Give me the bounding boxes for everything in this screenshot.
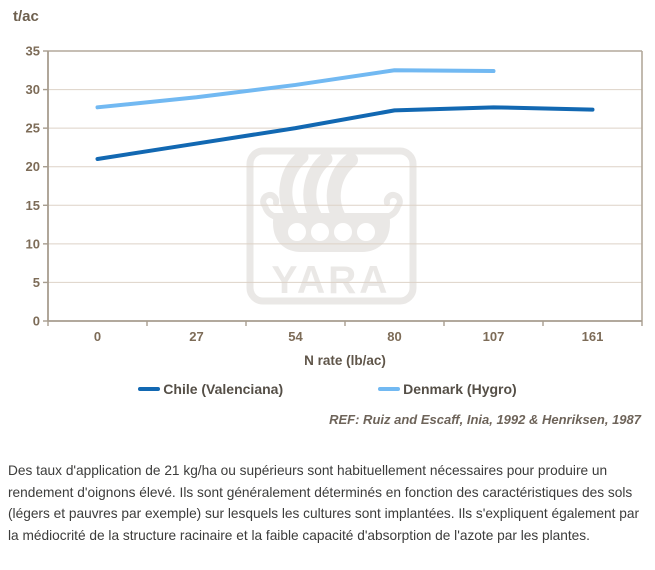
svg-text:161: 161 xyxy=(582,329,604,344)
svg-text:20: 20 xyxy=(26,159,40,174)
svg-text:0: 0 xyxy=(94,329,101,344)
yield-chart: t/ac YARA 0 5 10 15 20 25 30 35 0 27 54 80 107 161 N … xyxy=(0,8,655,427)
x-axis-title: N rate (lb/ac) xyxy=(304,353,386,368)
svg-text:80: 80 xyxy=(387,329,401,344)
chart-plot: 0 5 10 15 20 25 30 35 0 27 54 80 107 161 xyxy=(26,44,643,344)
svg-text:5: 5 xyxy=(33,275,40,290)
svg-text:30: 30 xyxy=(26,82,40,97)
legend-label-chile: Chile (Valenciana) xyxy=(163,381,284,397)
chart-legend: Chile (Valenciana) Denmark (Hygro) xyxy=(0,381,655,397)
reference-citation: REF: Ruiz and Escaff, Inia, 1992 & Henri… xyxy=(329,412,641,427)
svg-text:0: 0 xyxy=(33,314,40,329)
denmark-line-swatch-icon xyxy=(378,387,401,391)
description-paragraph: Des taux d'application de 21 kg/ha ou su… xyxy=(8,463,640,543)
svg-text:54: 54 xyxy=(288,329,303,344)
y-axis-unit-label: t/ac xyxy=(13,8,39,25)
svg-text:27: 27 xyxy=(189,329,203,344)
legend-item-denmark: Denmark (Hygro) xyxy=(378,381,517,397)
legend-item-chile: Chile (Valenciana) xyxy=(138,381,283,397)
svg-text:35: 35 xyxy=(26,44,40,59)
svg-text:25: 25 xyxy=(26,121,40,136)
legend-label-denmark: Denmark (Hygro) xyxy=(403,381,517,397)
svg-text:107: 107 xyxy=(483,329,505,344)
svg-text:10: 10 xyxy=(26,236,40,251)
chile-line-swatch-icon xyxy=(138,387,161,391)
svg-text:15: 15 xyxy=(26,198,40,213)
